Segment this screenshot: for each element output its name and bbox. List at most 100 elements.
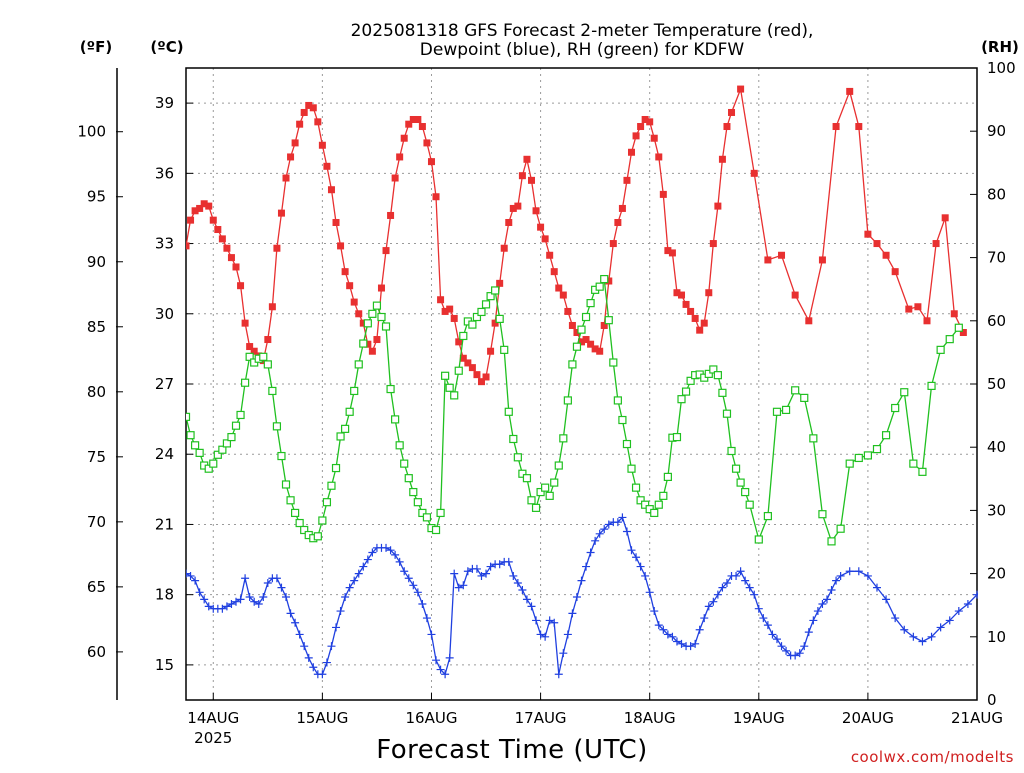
dewpoint-point bbox=[627, 546, 636, 555]
rh-tick-label: 100 bbox=[987, 59, 1016, 77]
dewpoint-point bbox=[527, 602, 536, 611]
temperature-point bbox=[614, 218, 622, 226]
rh-point bbox=[422, 513, 432, 522]
temperature-point bbox=[673, 289, 681, 297]
x-tick-label: 19AUG bbox=[733, 709, 785, 727]
temperature-point bbox=[287, 153, 295, 161]
temperature-point bbox=[864, 230, 872, 238]
temperature-point bbox=[473, 371, 481, 379]
dewpoint-point bbox=[973, 590, 978, 599]
temperature-point bbox=[459, 354, 467, 362]
plot-frame bbox=[185, 67, 978, 701]
fahrenheit-unit-label: (ºF) bbox=[80, 38, 112, 56]
x-tick-label: 14AUG bbox=[187, 709, 239, 727]
dewpoint-point bbox=[750, 590, 759, 599]
temperature-point bbox=[587, 340, 595, 348]
temperature-point bbox=[355, 310, 363, 318]
temperature-point bbox=[196, 204, 204, 212]
temperature-point bbox=[209, 216, 217, 224]
temperature-point bbox=[368, 347, 376, 355]
temperature-point bbox=[377, 284, 385, 292]
dewpoint-point bbox=[272, 574, 281, 583]
temperature-point bbox=[691, 314, 699, 322]
dewpoint-point bbox=[650, 607, 659, 616]
dewpoint-point bbox=[745, 583, 754, 592]
temperature-point bbox=[855, 123, 863, 131]
rh-point bbox=[722, 409, 732, 418]
dewpoint-point bbox=[509, 571, 518, 580]
celsius-tick-label: 39 bbox=[155, 94, 174, 112]
temperature-point bbox=[364, 340, 372, 348]
rh-point bbox=[636, 496, 645, 505]
temperature-point bbox=[327, 186, 335, 194]
fahrenheit-tick-label: 75 bbox=[87, 448, 106, 466]
axes: 14AUG 2025 15AUG 16AUG 17AUG 18AUG 19AUG 20AUG 2… bbox=[77, 59, 1015, 747]
temperature-point bbox=[718, 155, 726, 163]
temperature-point bbox=[882, 251, 890, 259]
dewpoint-point bbox=[422, 614, 431, 623]
temperature-point bbox=[296, 120, 304, 128]
celsius-tick-label: 33 bbox=[155, 235, 174, 253]
rh-point bbox=[350, 386, 359, 396]
temperature-point bbox=[628, 148, 636, 156]
temperature-point bbox=[223, 244, 231, 252]
celsius-tick-label: 24 bbox=[155, 445, 174, 463]
temperature-point bbox=[941, 214, 949, 222]
celsius-unit-label: (ºC) bbox=[150, 38, 183, 56]
rh-point bbox=[218, 445, 227, 454]
rh-point bbox=[554, 461, 563, 470]
dewpoint-point bbox=[195, 588, 204, 597]
dewpoint-point bbox=[522, 595, 531, 604]
dewpoint-point bbox=[582, 562, 591, 571]
temperature-point bbox=[450, 314, 458, 322]
rh-point bbox=[718, 388, 727, 397]
series-temperature bbox=[186, 85, 967, 386]
dewpoint-point bbox=[709, 597, 718, 606]
dewpoint-point bbox=[386, 546, 395, 555]
rh-point bbox=[468, 320, 477, 329]
rh-point bbox=[672, 432, 682, 442]
temperature-point bbox=[523, 155, 531, 163]
rh-point bbox=[818, 510, 827, 519]
rh-point bbox=[745, 500, 754, 509]
rh-point bbox=[563, 396, 572, 405]
dewpoint-point bbox=[204, 602, 213, 611]
temperature-point bbox=[609, 240, 617, 248]
temperature-point bbox=[405, 120, 413, 128]
rh-point bbox=[213, 450, 222, 459]
temperature-point bbox=[232, 263, 240, 271]
rh-point bbox=[609, 358, 618, 367]
temperature-point bbox=[241, 319, 249, 327]
temperature-point bbox=[805, 317, 813, 325]
x-axis-label: Forecast Time (UTC) bbox=[376, 735, 648, 765]
temperature-point bbox=[527, 176, 535, 184]
dewpoint-point bbox=[359, 562, 368, 571]
chart-title-line-1: 2025081318 GFS Forecast 2-meter Temperat… bbox=[351, 21, 814, 41]
dewpoint-point bbox=[286, 609, 295, 618]
temperature-point bbox=[446, 305, 454, 313]
rh-point bbox=[372, 301, 382, 310]
dewpoint-point bbox=[245, 593, 254, 602]
rh-point bbox=[613, 396, 622, 405]
rh-point bbox=[418, 508, 427, 518]
dewpoint-point bbox=[227, 600, 236, 609]
temperature-point bbox=[959, 329, 967, 337]
temperature-point bbox=[468, 364, 476, 372]
dewpoint-point bbox=[309, 663, 318, 672]
rh-point bbox=[727, 446, 736, 456]
rh-point bbox=[781, 405, 791, 415]
rh-point bbox=[809, 434, 818, 443]
temperature-point bbox=[518, 172, 526, 180]
temperature-point bbox=[477, 378, 485, 386]
temperature-point bbox=[923, 317, 931, 325]
dewpoint-point bbox=[604, 520, 613, 529]
dewpoint-point bbox=[513, 578, 522, 587]
rh-point bbox=[245, 352, 254, 361]
rh-point bbox=[327, 481, 336, 490]
rh-point bbox=[450, 391, 459, 400]
fahrenheit-tick-label: 85 bbox=[87, 318, 106, 336]
dewpoint-point bbox=[263, 578, 272, 587]
temperature-point bbox=[205, 202, 213, 210]
rh-point bbox=[513, 453, 522, 462]
rh-point bbox=[936, 345, 945, 354]
